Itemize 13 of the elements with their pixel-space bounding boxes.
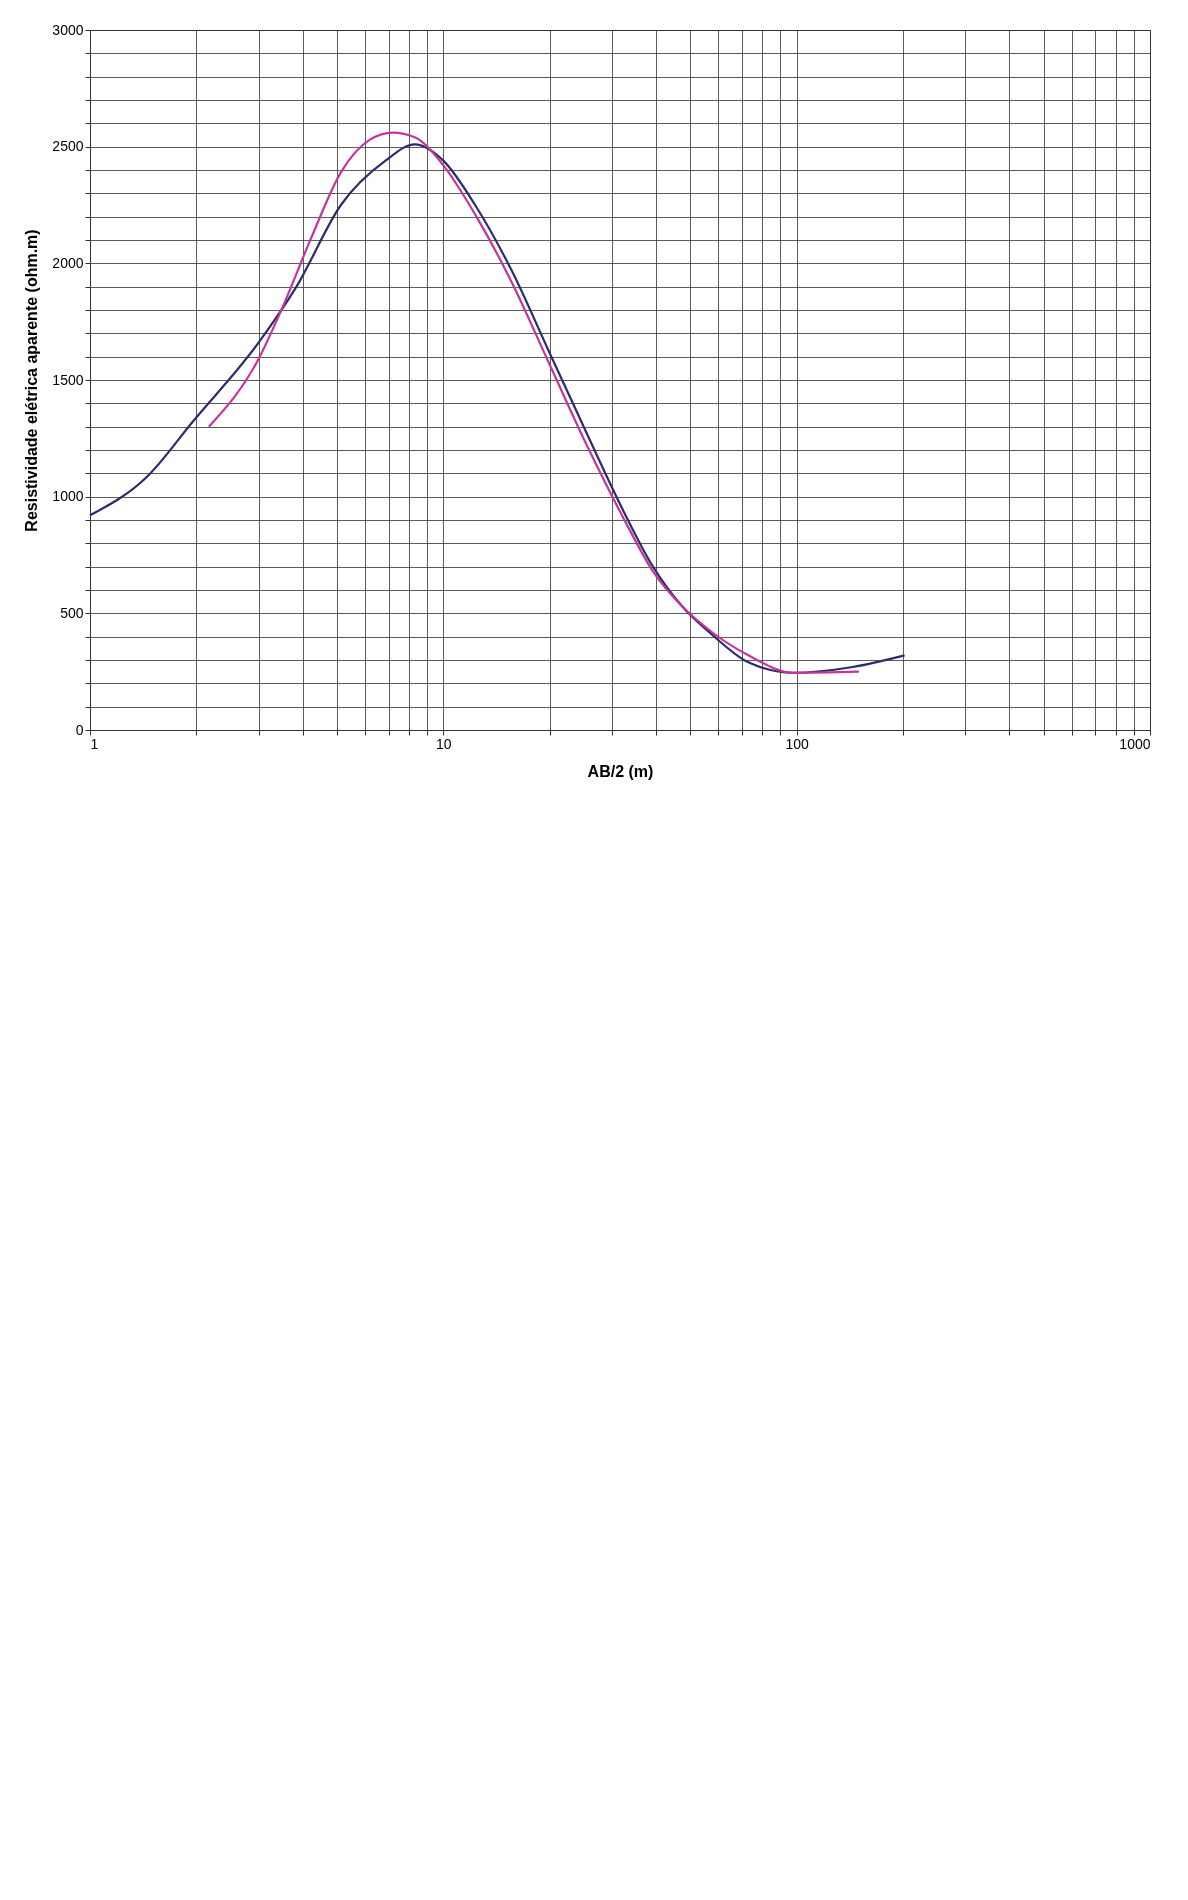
y-tick-label: 3000 [52,21,84,38]
y-tick-label: 2500 [52,138,84,155]
y-axis-title: Resistividade elétrica aparente (ohm.m) [23,229,41,532]
x-tick-label: 100 [785,735,810,752]
y-tick-label: 1500 [52,371,84,388]
y-tick-label: 1000 [52,488,84,505]
y-tick-label: 500 [60,604,84,621]
y-tick-label: 2000 [52,254,84,271]
x-tick-label: 1000 [1119,735,1151,752]
y-tick-label: 0 [75,721,84,738]
x-tick-label: 1 [90,735,99,752]
x-axis-title: AB/2 (m) [587,762,654,780]
x-tick-label: 10 [436,735,452,752]
